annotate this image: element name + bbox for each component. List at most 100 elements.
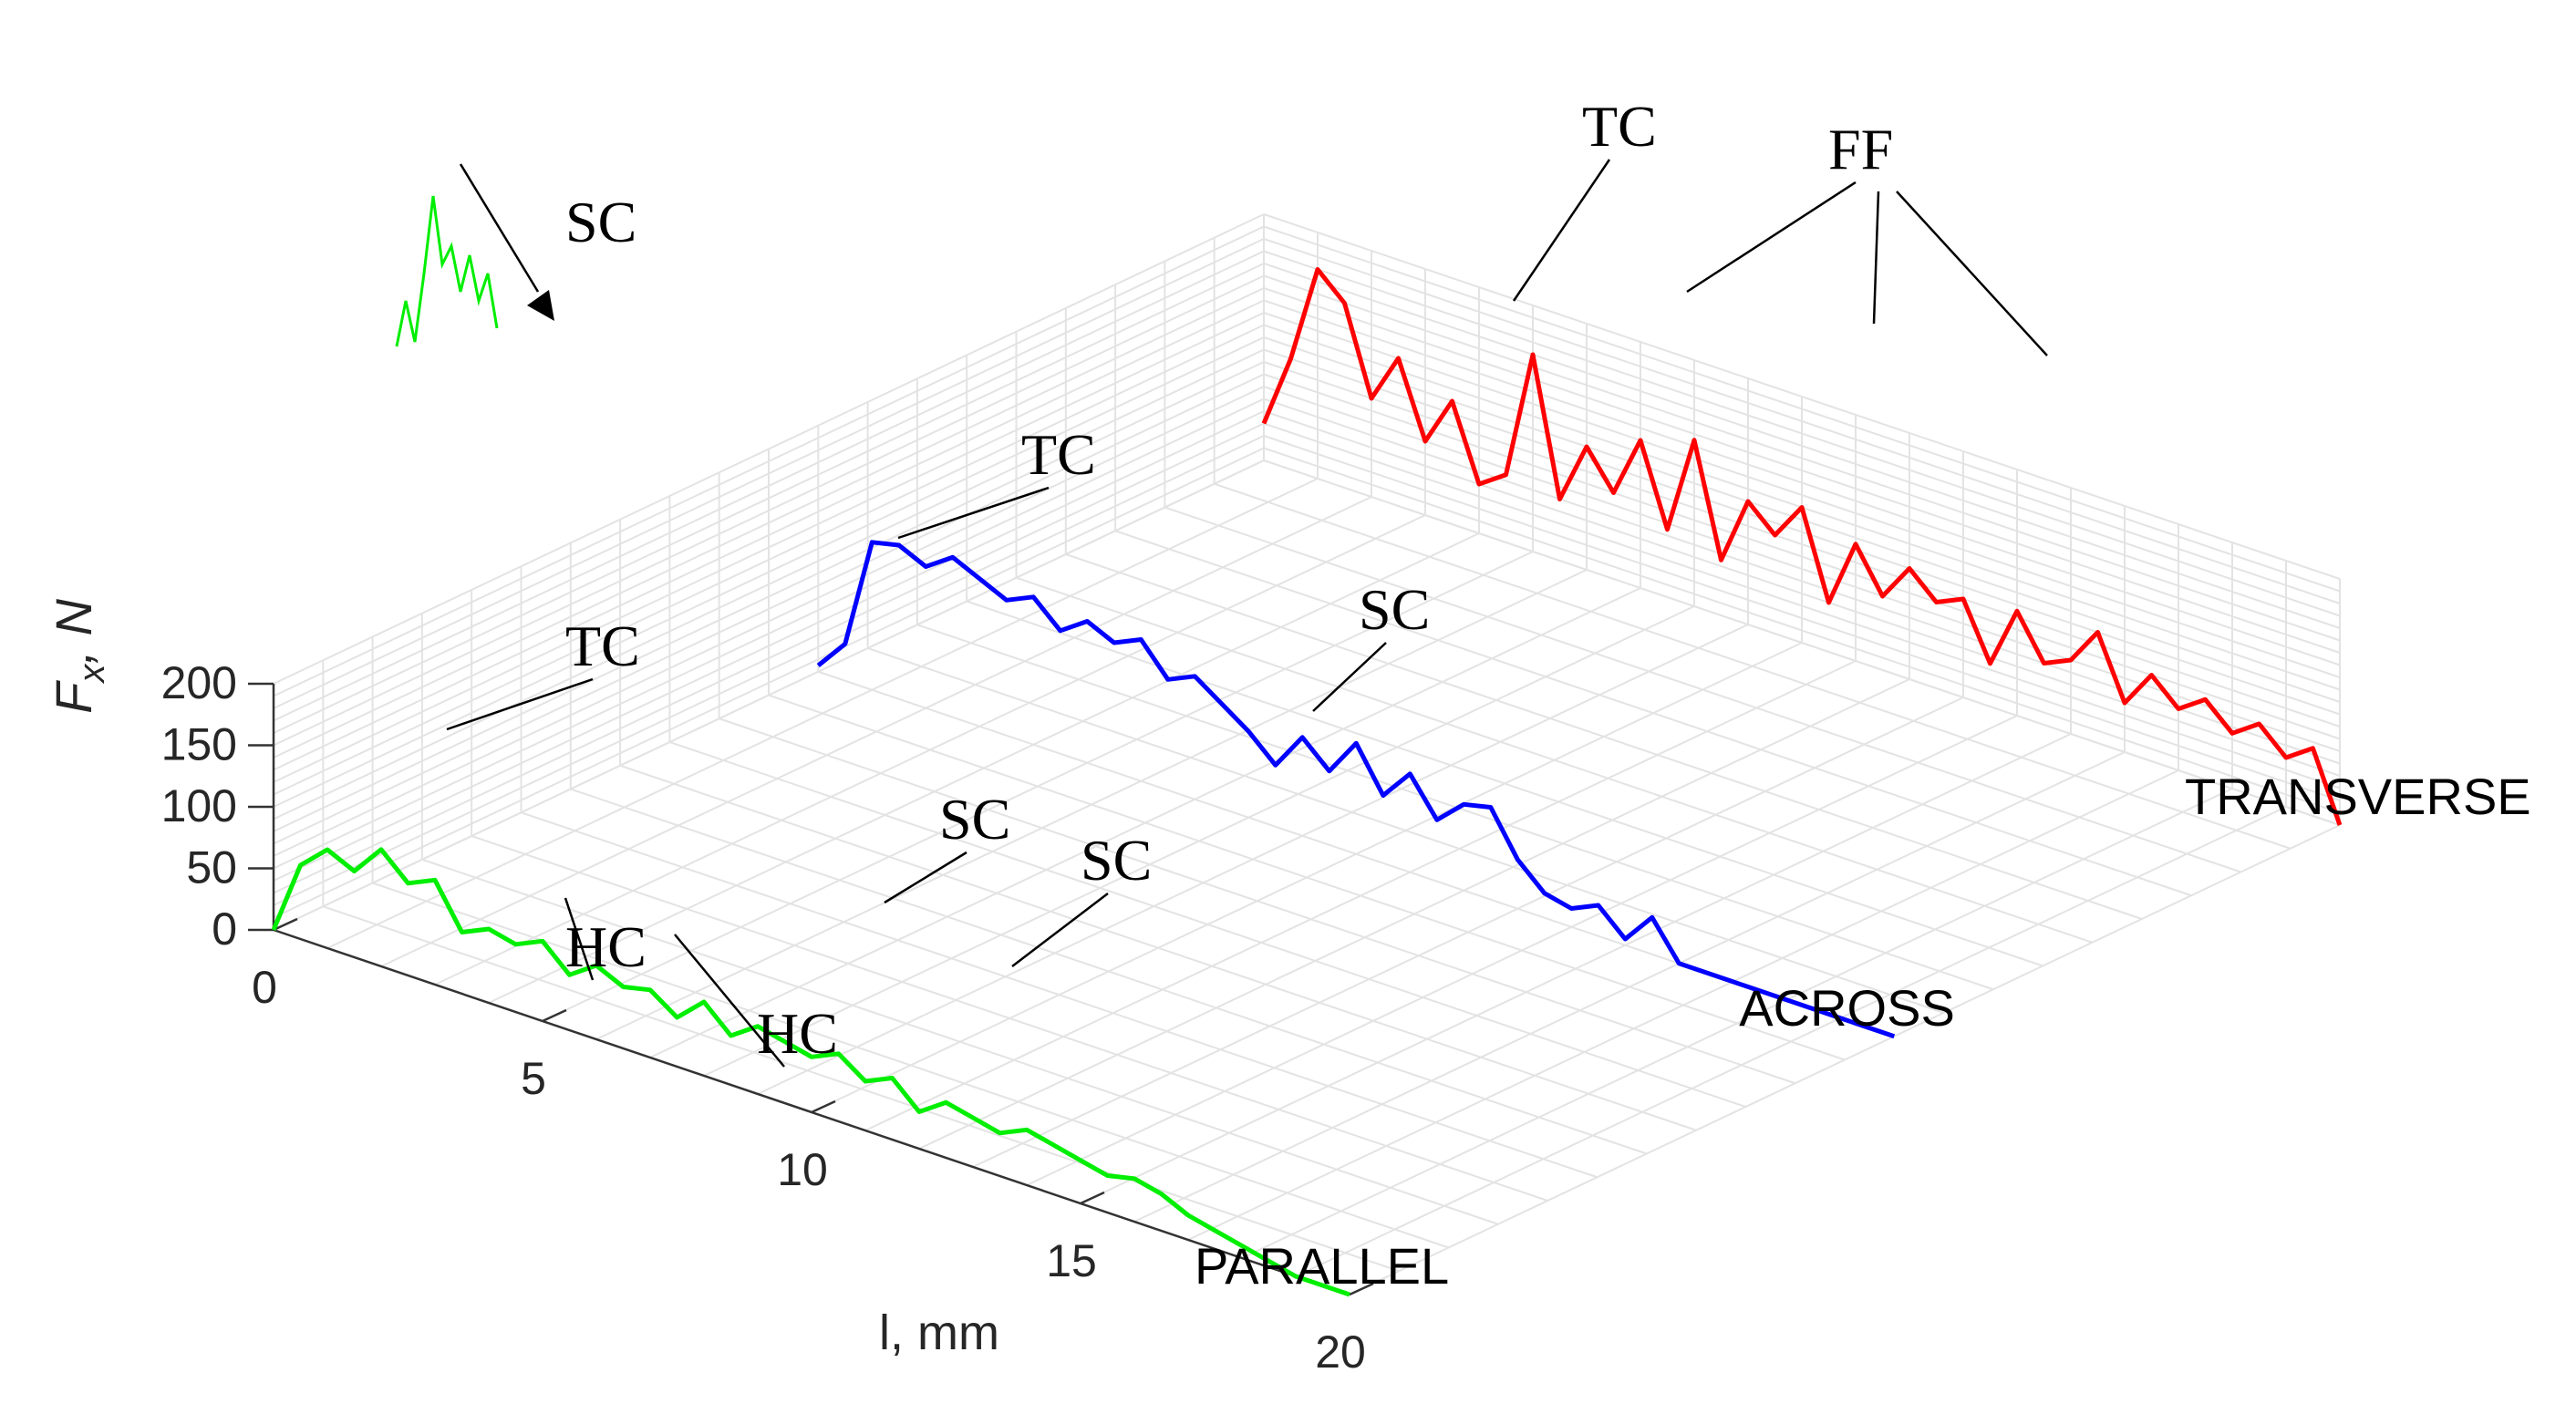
grid-line [273, 299, 1265, 771]
grid-line [273, 397, 1265, 870]
x-tick-mark [542, 1008, 567, 1023]
annotation-label: HC [565, 914, 647, 979]
annotation-leader [1312, 642, 1387, 712]
z-axis-label: Fx, N [45, 599, 112, 714]
grid-line [322, 905, 1400, 1273]
grid-line [372, 882, 1449, 1249]
grid-line [1263, 274, 2341, 642]
x-tick-mark [1080, 1191, 1105, 1205]
annotation-label: SC [1359, 577, 1430, 642]
labels-group: 0 50 100 150 200 0 5 10 15 20 l, mm Fx, N PARALLEL AC… [45, 599, 2531, 1378]
grid-line [1263, 250, 2341, 617]
x-tick-label: 10 [777, 1144, 828, 1195]
grid-line [1263, 397, 2341, 765]
grid-line [1263, 213, 2341, 580]
grid-line [1263, 225, 2341, 593]
grid-line [966, 600, 2043, 967]
grid-line [669, 741, 1746, 1108]
annotation-leader [1896, 191, 2048, 356]
z-tick-label: 0 [212, 903, 237, 955]
x-tick-mark [273, 917, 298, 932]
inset-arrow-shaft [459, 163, 540, 293]
grid-line [273, 213, 1265, 685]
grid-line [273, 238, 1265, 709]
annotation-leader [1872, 191, 1880, 325]
grid-line [273, 410, 1265, 882]
grid-line [619, 764, 1697, 1131]
inset-arrow-head [527, 290, 554, 321]
grid-line [1263, 459, 2341, 826]
annotation-label: SC [939, 787, 1010, 851]
grid-line [1263, 299, 2341, 666]
x-tick-mark [1349, 1282, 1374, 1296]
grid-line [273, 225, 1265, 697]
grid-line [521, 811, 1598, 1179]
grid-group [273, 213, 2341, 1295]
grid-line [1263, 312, 2341, 678]
grid-line [471, 835, 1548, 1202]
x-tick-mark [811, 1099, 836, 1114]
grid-line [273, 250, 1265, 722]
grid-line [273, 361, 1265, 832]
annotation-leader [674, 934, 785, 1068]
grid-line [1114, 530, 2192, 897]
annotation-leader [1512, 159, 1611, 302]
grid-line [570, 788, 1648, 1155]
grid-line [768, 694, 1846, 1061]
grid-line [1263, 348, 2341, 716]
z-tick-label: 100 [161, 780, 237, 831]
z-tick-label: 50 [186, 842, 237, 893]
x-tick-label: 15 [1046, 1235, 1097, 1286]
grid-line [1263, 386, 2341, 752]
z-axis-label-sub: x [72, 663, 112, 685]
grid-line [1263, 422, 2341, 790]
series-group [271, 267, 2343, 1297]
annotation-label: HC [757, 1001, 838, 1066]
grid-line [719, 717, 1796, 1085]
annotation-label: SC [1081, 828, 1152, 893]
series-line-parallel [271, 847, 1350, 1297]
grid-line [273, 274, 1265, 747]
annotation-label: TC [565, 614, 640, 678]
grid-line [1263, 263, 2341, 629]
grid-line [1263, 238, 2341, 604]
x-axis-label: l, mm [879, 1306, 999, 1360]
z-tick-label: 200 [161, 657, 237, 708]
series-label-transverse: TRANSVERSE [2185, 768, 2531, 825]
grid-line [273, 324, 1265, 796]
grid-line [1016, 576, 2093, 944]
grid-line [1263, 336, 2341, 703]
annotations-group: TC HC HC SC SC TC SC TC FF [446, 94, 2048, 1068]
axes-group [248, 682, 1374, 1296]
annotation-leader [446, 677, 594, 731]
series-label-parallel: PARALLEL [1195, 1237, 1449, 1295]
annotation-leader [1011, 893, 1109, 967]
grid-line [273, 422, 1265, 894]
grid-line [421, 858, 1499, 1225]
annotation-leader [897, 486, 1050, 540]
z-axis-label-tail: , N [45, 599, 102, 665]
grid-line [273, 348, 1265, 821]
grid-line [273, 447, 1265, 919]
annotation-leader [1686, 181, 1857, 294]
grid-line [1263, 361, 2341, 728]
z-axis-label-main: F [45, 680, 102, 714]
inset-line [395, 195, 499, 347]
grid-line [273, 386, 1265, 857]
x-tick-label: 5 [521, 1053, 546, 1104]
series-line-transverse [1261, 267, 2343, 826]
annotation-leader [884, 851, 967, 904]
annotation-label: FF [1828, 117, 1893, 181]
grid-line [273, 263, 1265, 734]
x-tick-label: 20 [1315, 1326, 1366, 1378]
grid-line [867, 647, 1944, 1014]
inset-group: SC [395, 163, 636, 347]
grid-line [1065, 553, 2143, 920]
grid-line [1263, 410, 2341, 777]
grid-line [273, 373, 1265, 845]
grid-line [273, 435, 1265, 906]
inset-label: SC [565, 190, 636, 254]
grid-line [1263, 373, 2341, 740]
